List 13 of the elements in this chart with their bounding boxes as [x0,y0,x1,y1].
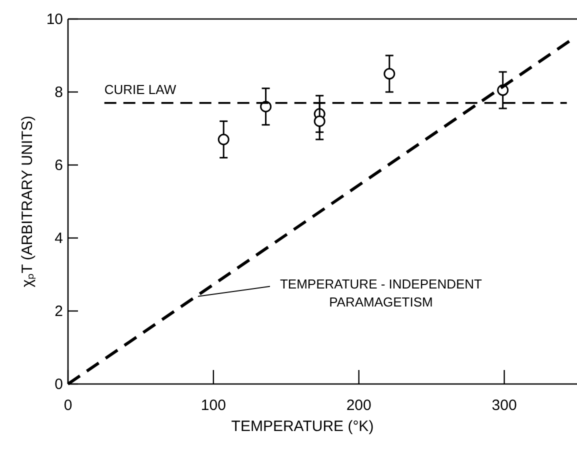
x-axis-title: TEMPERATURE (°K) [231,418,374,435]
y-tick-label: 0 [54,376,63,393]
x-tick-label: 200 [346,397,372,414]
y-tick-label: 10 [46,11,63,28]
x-tick-label: 100 [200,397,226,414]
annotation: TEMPERATURE - INDEPENDENT PARAMAGETISM [280,276,482,310]
y-tick-label: 6 [54,157,63,174]
y-axis-title: χₚT (ARBITRARY UNITS) [19,116,36,288]
annotation: CURIE LAW [104,82,177,97]
y-tick-label: 8 [54,84,63,101]
x-tick-label: 300 [492,397,517,414]
y-tick-label: 2 [54,303,63,320]
y-tick-label: 4 [54,230,63,247]
